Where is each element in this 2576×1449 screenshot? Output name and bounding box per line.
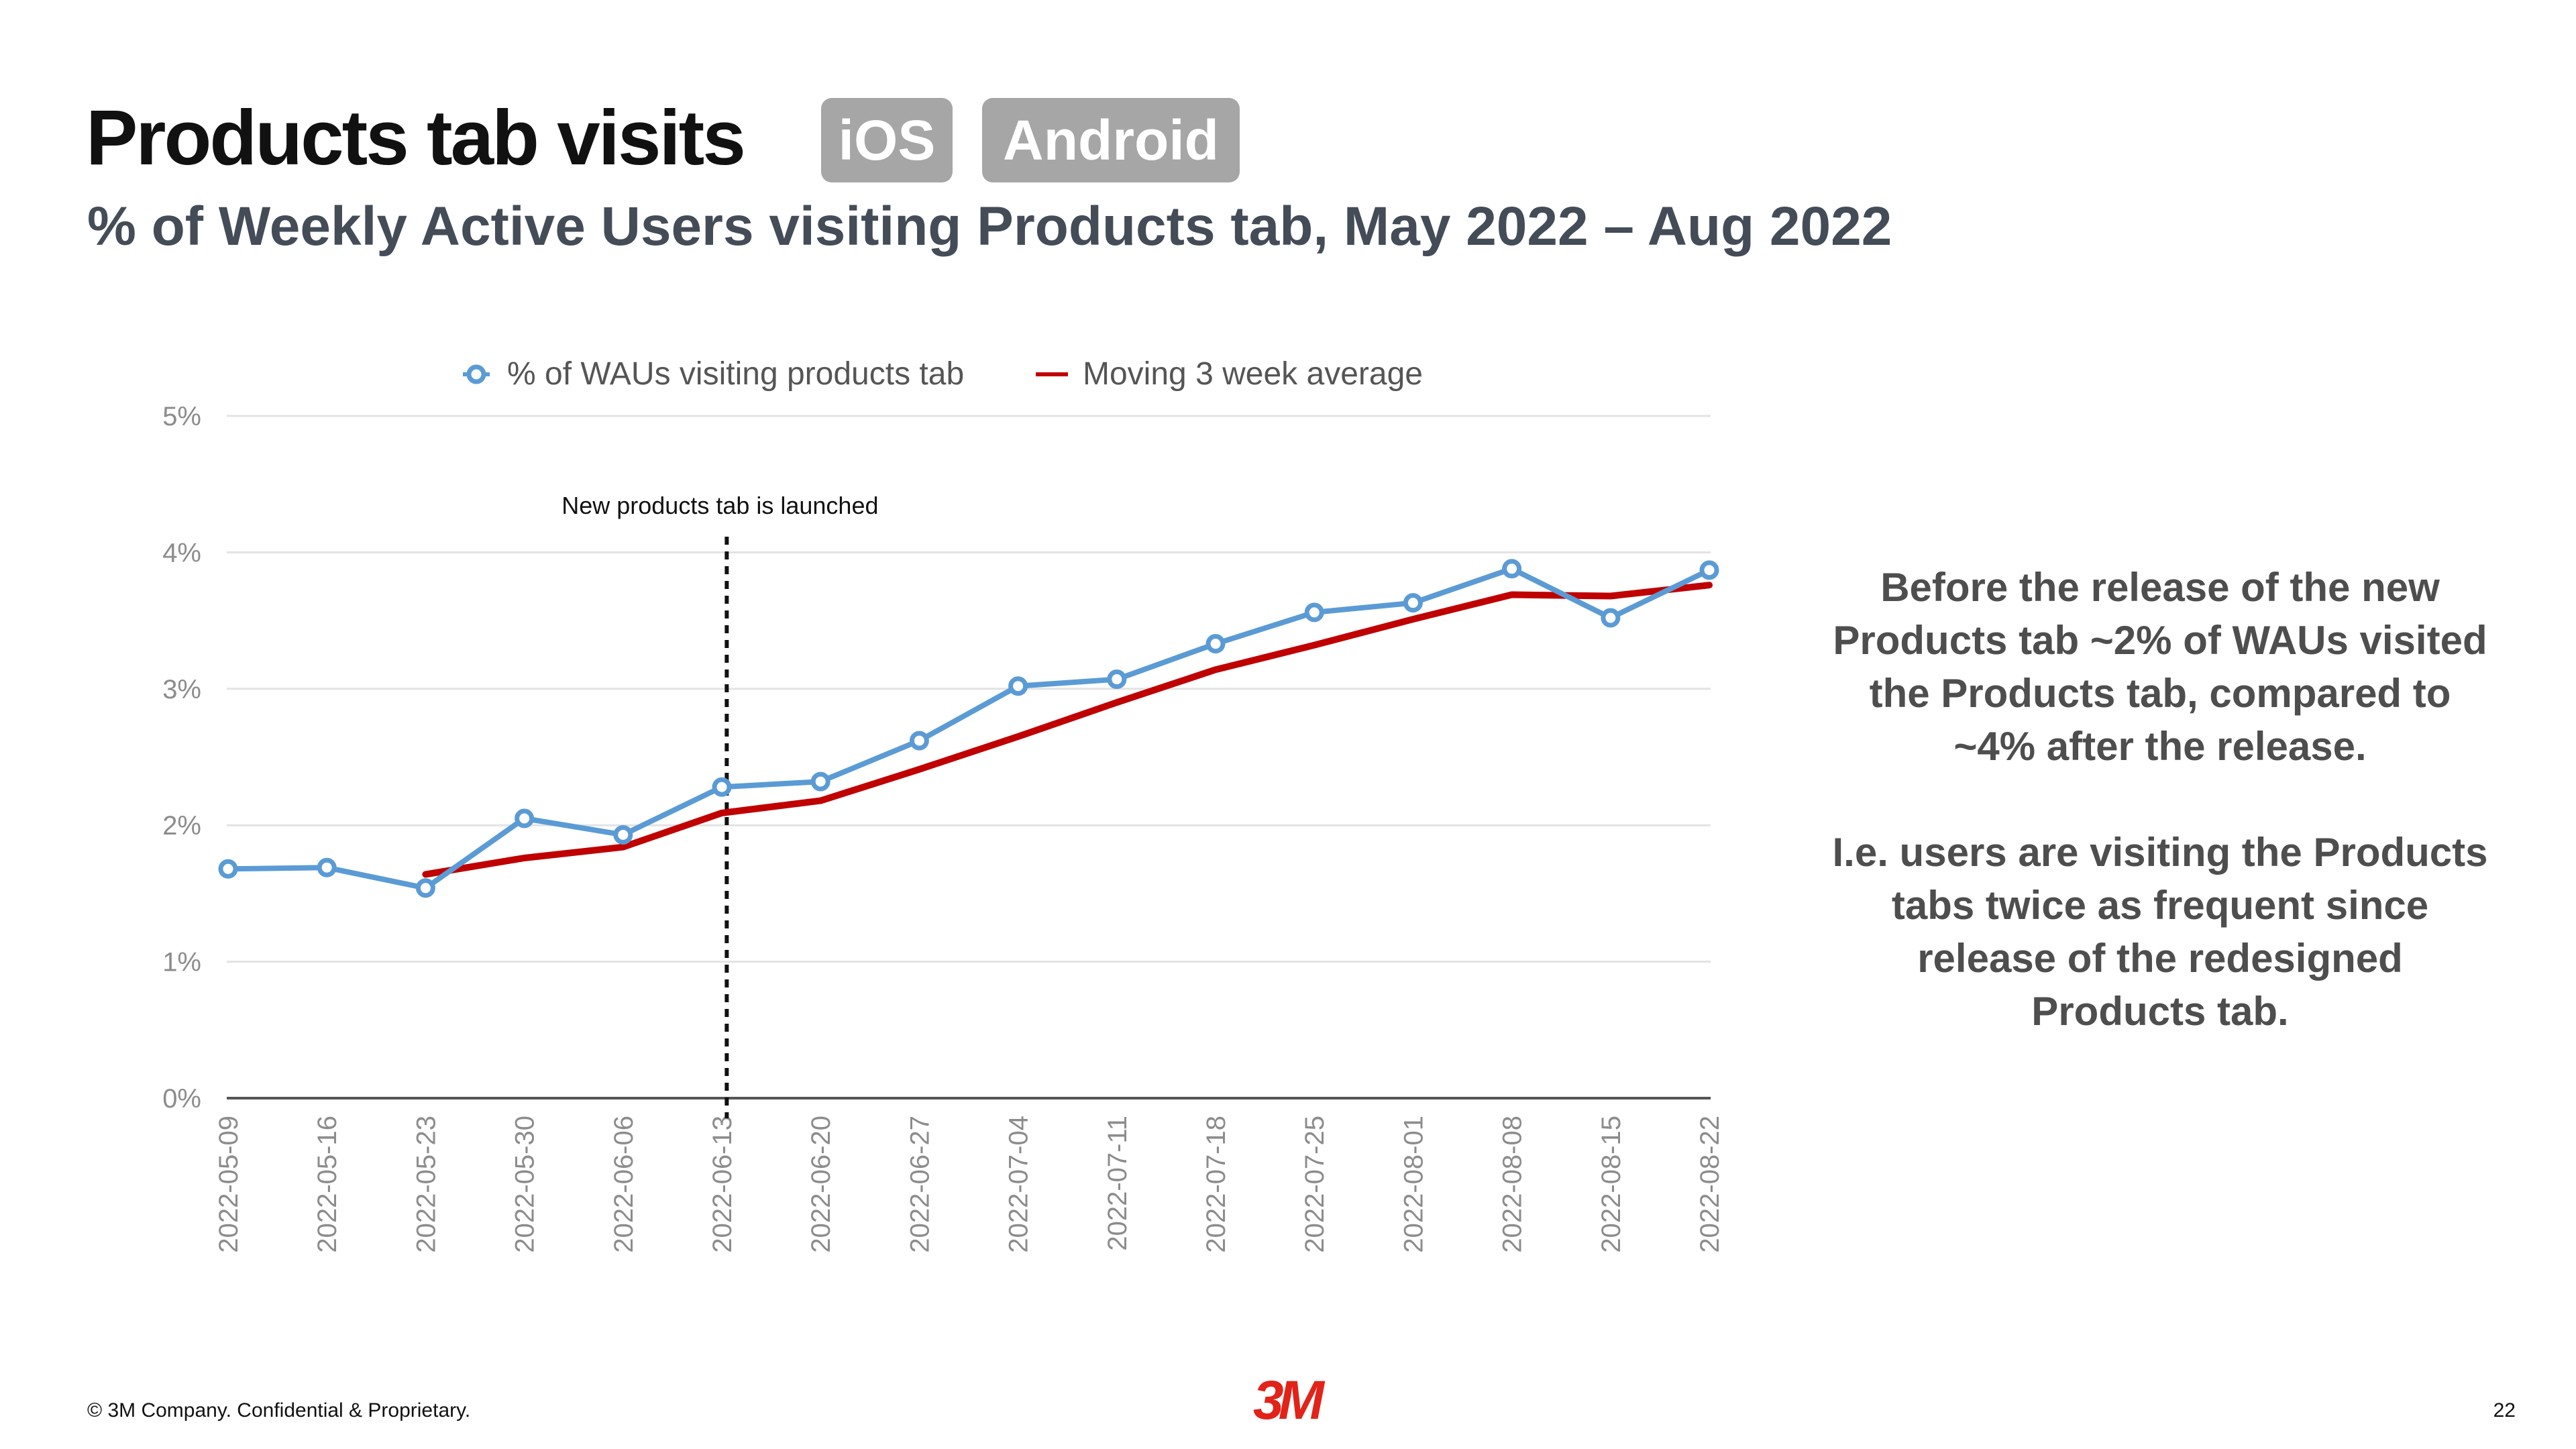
x-tick-label: 2022-05-23 [411,1116,441,1253]
y-tick-label: 5% [162,402,201,431]
x-tick-label: 2022-06-13 [708,1116,737,1253]
data-point[interactable] [1304,602,1324,623]
data-point[interactable] [613,824,633,845]
x-tick-label: 2022-05-16 [313,1116,342,1253]
x-tick-label: 2022-08-01 [1399,1116,1428,1253]
y-tick-label: 3% [162,675,201,704]
y-tick-label: 0% [162,1084,201,1114]
data-point[interactable] [515,808,535,828]
x-tick-label: 2022-07-25 [1300,1116,1330,1253]
x-tick-label: 2022-07-11 [1103,1116,1132,1251]
android-badge[interactable]: Android [982,98,1240,182]
legend-label[interactable]: Moving 3 week average [1083,356,1423,392]
series-line-wau [225,566,1712,891]
x-tick-label: 2022-07-18 [1201,1116,1231,1253]
data-point[interactable] [1403,593,1423,613]
x-tick-label: 2022-06-27 [905,1116,934,1253]
x-tick-label: 2022-06-06 [609,1116,639,1253]
data-point[interactable] [1008,676,1028,696]
x-tick-label: 2022-06-20 [806,1116,836,1253]
data-point[interactable] [415,878,435,898]
data-point[interactable] [810,771,830,792]
page-number: 22 [2493,1399,2516,1421]
x-tick-label: 2022-05-09 [214,1116,244,1253]
note-paragraph-1: Before the release of the new Products t… [1833,565,2487,769]
data-point[interactable] [1502,559,1522,579]
y-tick-label: 1% [162,948,201,977]
data-point[interactable] [1107,669,1127,690]
footer-copyright: © 3M Company. Confidential & Proprietary… [87,1399,471,1421]
slide-subtitle: % of Weekly Active Users visiting Produc… [87,196,1892,257]
note-paragraph-2: I.e. users are visiting the Products tab… [1832,830,2488,1034]
y-tick-label: 2% [162,811,201,841]
data-point[interactable] [909,731,929,751]
insight-note: Before the release of the new Products t… [1825,561,2496,1038]
3m-logo: 3M [1253,1370,1324,1431]
legend-label[interactable]: % of WAUs visiting products tab [507,356,964,392]
x-tick-label: 2022-08-08 [1498,1116,1527,1253]
x-tick-label: 2022-08-15 [1597,1116,1626,1253]
data-point[interactable] [1205,634,1226,654]
launch-annotation-label: New products tab is launched [561,492,878,519]
data-point[interactable] [712,777,732,797]
series-line-moving-average [422,582,1713,878]
slide-title: Products tab visits [86,94,746,181]
legend-marker-icon [466,364,486,384]
data-point[interactable] [1699,560,1719,580]
ios-badge[interactable]: iOS [821,98,953,182]
x-tick-label: 2022-07-04 [1004,1116,1034,1253]
y-tick-label: 4% [162,538,201,568]
x-tick-label: 2022-05-30 [511,1116,540,1253]
x-tick-label: 2022-08-22 [1695,1116,1725,1253]
data-point[interactable] [218,859,238,879]
data-point[interactable] [1601,608,1621,628]
data-point[interactable] [317,857,337,877]
